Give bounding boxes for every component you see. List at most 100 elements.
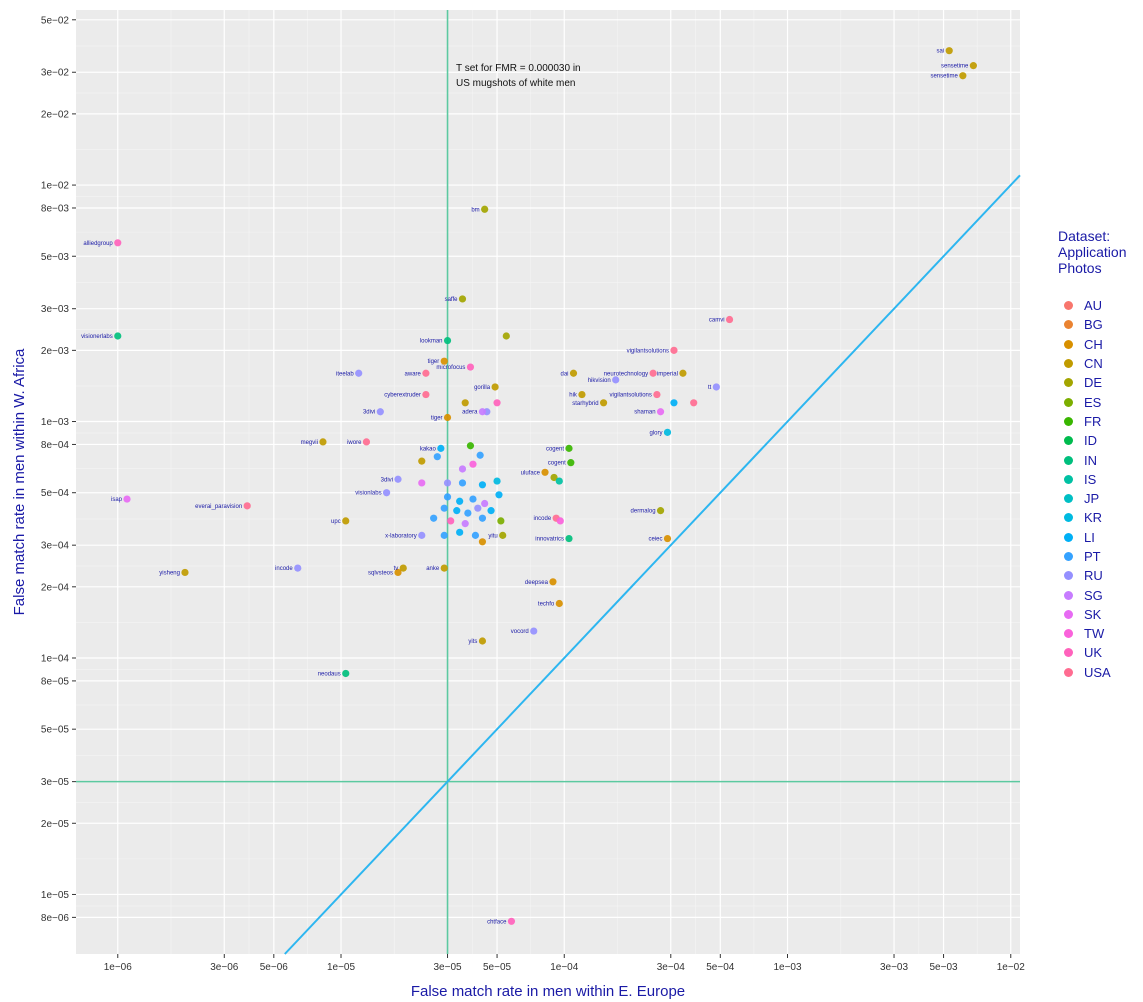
point-label: dermalog [631,509,656,515]
data-point [493,477,501,485]
data-point [612,376,620,384]
legend-label: TW [1084,626,1105,642]
point-label: neodaus [318,671,341,677]
x-tick-label: 1e−03 [773,962,802,973]
legend-swatch [1064,513,1073,523]
data-point [461,520,469,528]
point-label: techfo [538,602,555,608]
y-tick-label: 1e−04 [41,653,70,664]
data-point [478,408,487,416]
data-point [567,459,575,467]
data-point [440,357,448,365]
legend-item: BG [1058,315,1142,334]
legend-item: IS [1058,470,1142,489]
y-tick-label: 3e−05 [41,777,70,788]
point-label: cogent [546,446,564,452]
data-point [376,408,384,416]
data-point [670,399,678,407]
legend-swatch [1064,339,1073,349]
data-point [418,457,426,465]
data-point [181,568,189,577]
point-label: tv [394,566,399,572]
y-tick-label: 5e−04 [41,488,70,499]
legend-items: AU BG CH CN DE ES FR ID IN IS JP KR LI PT RU SG SK TW UK US… [1058,296,1142,682]
x-tick-label: 3e−06 [210,962,239,973]
y-tick-label: 2e−04 [41,582,70,593]
data-point [474,504,482,512]
y-tick-label: 1e−05 [41,890,70,901]
legend-item: ES [1058,392,1142,411]
point-label: aware [405,371,422,377]
data-point [399,564,407,572]
data-point [443,493,452,501]
legend-swatch [1064,359,1073,369]
point-label: visionerlabs [81,334,113,340]
data-point [555,477,563,485]
data-point [487,507,495,515]
legend-label: AU [1084,298,1103,314]
x-axis-ticks: 1e−06 3e−06 5e−06 1e−05 3e−05 5e−05 1e−04 3e−04… [104,954,1025,973]
point-label: dai [560,371,568,377]
legend-label: FR [1084,413,1102,429]
legend-swatch [1064,301,1073,311]
point-label: sai [937,49,945,55]
data-point [478,637,487,645]
data-point [464,509,472,517]
data-point [565,444,573,452]
point-label: adera [462,410,478,416]
point-label: 3divi [381,477,393,483]
data-point [478,481,487,489]
legend-label: LI [1084,529,1095,545]
data-point [440,564,448,572]
point-label: cogent [548,461,566,467]
data-point [319,438,327,446]
y-tick-label: 5e−02 [41,15,70,26]
data-point [422,369,430,377]
legend-swatch [1064,436,1073,446]
data-point [422,390,430,399]
legend-swatch [1064,474,1073,484]
point-label: tt [708,385,712,391]
point-label: upc [331,519,341,525]
point-label: innovatrics [535,537,564,543]
x-tick-label: 5e−04 [706,962,735,973]
legend-label: SG [1084,587,1103,603]
legend-label: ID [1084,433,1097,449]
legend-swatch [1064,552,1073,561]
data-point [478,538,487,546]
legend-item: AU [1058,296,1142,315]
legend-swatch [1064,648,1073,658]
point-label: imperial [657,371,678,377]
data-point [458,295,467,303]
point-label: sqlvsteos [368,570,393,576]
point-label: starhybrid [572,401,598,407]
plot-panel [76,10,1020,954]
y-axis-title: False match rate in men within W. Africa [11,348,28,615]
data-point [670,346,678,354]
data-point [418,479,426,487]
x-tick-label: 1e−05 [327,962,356,973]
data-point [549,578,557,586]
data-point [342,669,350,678]
point-label: yisheng [159,570,180,576]
data-point [355,369,363,377]
data-point [507,917,516,925]
data-point [565,534,573,543]
legend-item: PT [1058,547,1142,566]
legend-label: KR [1084,510,1103,526]
legend-item: FR [1058,412,1142,431]
point-label: 3divi [363,410,375,416]
x-tick-label: 3e−03 [880,962,909,973]
data-point [653,390,661,399]
data-point [418,531,426,539]
data-point [481,499,489,508]
point-label: sensetime [941,64,969,70]
x-tick-label: 3e−05 [433,962,462,973]
legend-label: SK [1084,606,1102,622]
point-label: alliedgroup [83,241,113,247]
point-label: vigilantsolutions [627,348,669,354]
legend-swatch [1064,667,1073,677]
x-tick-label: 1e−04 [550,962,579,973]
annotation-line-2: US mugshots of white men [456,78,576,89]
point-label: isap [111,497,123,503]
